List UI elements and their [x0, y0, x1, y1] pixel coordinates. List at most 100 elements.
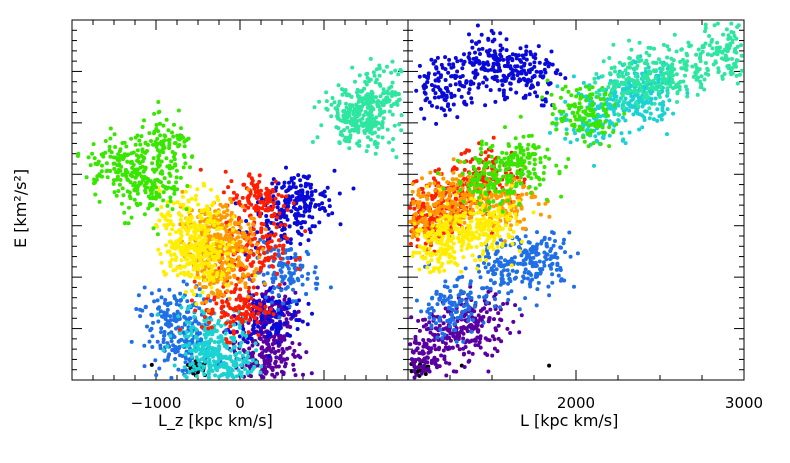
scatter-point [484, 293, 489, 298]
scatter-point [184, 290, 188, 294]
scatter-point [128, 180, 133, 185]
scatter-point [231, 363, 236, 368]
scatter-point [286, 324, 290, 329]
scatter-point [488, 286, 493, 291]
scatter-point [224, 229, 229, 233]
scatter-point [362, 131, 367, 135]
scatter-point [350, 65, 355, 70]
scatter-point [454, 197, 459, 202]
scatter-point [165, 211, 170, 216]
scatter-point [648, 111, 653, 116]
scatter-point [345, 125, 350, 130]
scatter-point [270, 181, 275, 186]
scatter-point [151, 142, 155, 147]
scatter-point [263, 311, 268, 316]
scatter-point [530, 264, 535, 269]
scatter-point [271, 204, 276, 209]
scatter-point [440, 340, 445, 344]
scatter-point [180, 252, 185, 257]
scatter-point [152, 111, 157, 116]
scatter-point [264, 196, 269, 201]
scatter-point [275, 371, 280, 376]
scatter-point [530, 75, 535, 80]
scatter-point [135, 185, 140, 190]
scatter-point [261, 272, 266, 277]
scatter-point [377, 73, 382, 78]
scatter-point [143, 167, 148, 171]
scatter-point [235, 276, 240, 281]
scatter-point [483, 336, 488, 341]
scatter-point [203, 229, 208, 234]
scatter-point [250, 358, 255, 363]
scatter-point [422, 363, 427, 368]
scatter-point [155, 224, 159, 229]
scatter-point [505, 259, 510, 264]
scatter-point [356, 130, 361, 135]
scatter-point [467, 32, 471, 37]
scatter-point [452, 328, 456, 332]
scatter-point [456, 88, 461, 92]
scatter-point [508, 81, 512, 86]
scatter-point [390, 148, 395, 153]
scatter-point [507, 54, 512, 59]
scatter-point [491, 68, 496, 72]
scatter-point [607, 133, 612, 138]
scatter-point [194, 334, 198, 339]
scatter-point [665, 107, 670, 112]
scatter-point [167, 232, 172, 237]
scatter-point [425, 96, 429, 101]
scatter-point [239, 245, 244, 250]
scatter-point [314, 286, 319, 291]
scatter-point [300, 190, 305, 195]
scatter-point [493, 326, 498, 331]
scatter-point [651, 117, 656, 122]
scatter-point [535, 242, 540, 247]
scatter-point [265, 334, 270, 339]
scatter-point [419, 106, 424, 111]
scatter-point [427, 315, 432, 320]
scatter-point [499, 339, 504, 344]
scatter-point [661, 103, 666, 108]
scatter-point [487, 255, 492, 260]
scatter-point [432, 356, 437, 361]
scatter-point [258, 237, 263, 242]
scatter-point [251, 277, 256, 282]
scatter-point [285, 208, 290, 212]
scatter-point [555, 84, 560, 89]
scatter-point [441, 301, 446, 306]
scatter-point [469, 100, 474, 105]
scatter-point [304, 291, 309, 296]
scatter-point [211, 242, 215, 247]
scatter-point [455, 309, 459, 314]
scatter-point [338, 222, 343, 227]
scatter-point [316, 203, 321, 207]
scatter-point [454, 339, 459, 344]
scatter-point [474, 41, 479, 46]
scatter-point [223, 169, 228, 174]
scatter-point [455, 333, 460, 338]
scatter-point [220, 256, 225, 261]
scatter-point [309, 193, 314, 197]
scatter-point [466, 91, 471, 95]
scatter-point [234, 329, 239, 334]
scatter-point [170, 130, 174, 135]
scatter-point [256, 246, 261, 251]
scatter-point [572, 284, 576, 289]
scatter-point [438, 88, 443, 93]
scatter-point [287, 180, 291, 185]
scatter-point [260, 261, 265, 266]
scatter-point [173, 258, 178, 262]
scatter-point [259, 188, 263, 193]
scatter-point [159, 159, 164, 164]
scatter-point [181, 241, 186, 246]
scatter-point [120, 186, 125, 191]
scatter-point [91, 142, 96, 147]
scatter-point [216, 295, 221, 300]
scatter-point [414, 348, 419, 353]
scatter-point [176, 108, 181, 113]
scatter-point [472, 338, 477, 343]
scatter-point [308, 185, 313, 190]
scatter-point [568, 140, 573, 145]
scatter-point [412, 364, 417, 369]
scatter-point [470, 45, 475, 50]
